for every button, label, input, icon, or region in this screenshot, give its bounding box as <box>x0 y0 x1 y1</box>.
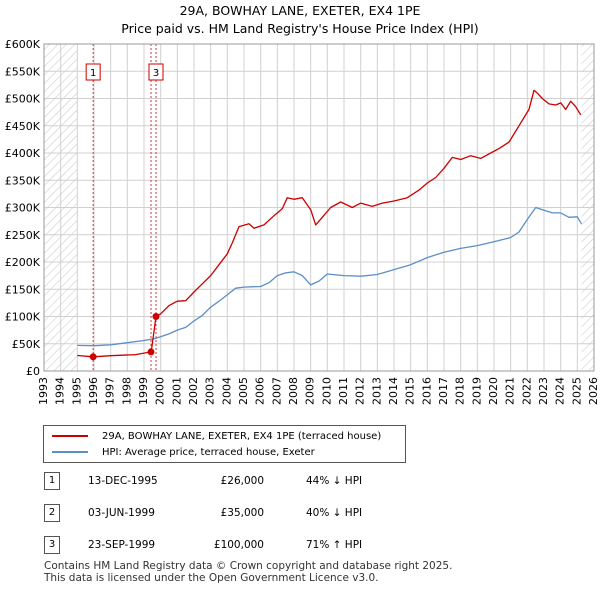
series-line <box>77 206 583 347</box>
y-tick-label: £50K <box>12 338 41 351</box>
sale-label-text: 3 <box>153 68 159 79</box>
y-tick-label: £200K <box>5 256 41 269</box>
sale-date: 03-JUN-1999 <box>88 507 155 519</box>
x-tick-label: 2007 <box>270 377 283 405</box>
sale-date: 13-DEC-1995 <box>88 475 158 487</box>
y-tick-label: £450K <box>5 120 41 133</box>
y-tick-label: £0 <box>26 365 40 378</box>
sale-point <box>152 313 160 320</box>
x-tick-label: 2026 <box>587 377 600 405</box>
y-tick-label: £600K <box>5 38 41 51</box>
y-axis-ticks: £0 £50K £100K £150K £200K £250K £300K £350K £400… <box>5 38 41 378</box>
x-tick-label: 2004 <box>220 377 233 405</box>
legend: 29A, BOWHAY LANE, EXETER, EX4 1PE (terra… <box>43 425 406 463</box>
x-tick-label: 2017 <box>437 377 450 405</box>
legend-label-property: 29A, BOWHAY LANE, EXETER, EX4 1PE (terra… <box>102 430 382 442</box>
chart-title: 29A, BOWHAY LANE, EXETER, EX4 1PE <box>179 3 421 18</box>
x-tick-label: 2002 <box>187 377 200 405</box>
sale-number: 2 <box>44 504 60 522</box>
sale-number: 3 <box>44 536 60 554</box>
footer-copyright: Contains HM Land Registry data © Crown c… <box>44 560 453 572</box>
sale-point <box>89 353 97 361</box>
sale-label-box <box>148 63 164 81</box>
x-tick-label: 1995 <box>70 377 83 405</box>
x-tick-label: 2003 <box>204 377 217 405</box>
x-tick-label: 2001 <box>170 377 183 405</box>
x-tick-label: 2020 <box>487 377 500 405</box>
x-axis-ticks: 1993 1994 1995 1996 1997 1998 1999 2000 2001 2002… <box>37 377 600 405</box>
sale-date: 23-SEP-1999 <box>88 539 156 551</box>
x-tick-label: 1998 <box>120 377 133 405</box>
y-tick-label: £300K <box>5 202 41 215</box>
x-tick-label: 2021 <box>504 377 517 405</box>
x-tick-label: 2013 <box>370 377 383 405</box>
footer-licence: This data is licensed under the Open Gov… <box>44 572 379 584</box>
x-tick-label: 2015 <box>404 377 417 405</box>
x-tick-label: 2011 <box>337 377 350 405</box>
sale-label-box <box>85 63 101 81</box>
x-tick-label: 2022 <box>520 377 533 405</box>
table-row: 3 23-SEP-1999 £100,000 71% ↑ HPI <box>44 536 444 556</box>
legend-label-hpi: HPI: Average price, terraced house, Exet… <box>102 446 315 458</box>
x-tick-label: 2025 <box>570 377 583 405</box>
x-tick-label: 2010 <box>320 377 333 405</box>
y-tick-label: £100K <box>5 311 41 324</box>
legend-swatch-hpi <box>52 451 88 453</box>
x-tick-label: 2009 <box>304 377 317 405</box>
sale-label-text: 1 <box>90 68 96 79</box>
x-tick-label: 2000 <box>154 377 167 405</box>
table-row: 2 03-JUN-1999 £35,000 40% ↓ HPI <box>44 504 444 524</box>
sale-number: 1 <box>44 472 60 490</box>
y-tick-label: £550K <box>5 65 41 78</box>
sale-hpi-comparison: 40% ↓ HPI <box>306 507 363 519</box>
x-tick-label: 2016 <box>420 377 433 405</box>
chart-subtitle: Price paid vs. HM Land Registry's House … <box>121 21 479 36</box>
y-tick-label: £250K <box>5 229 41 242</box>
sale-price: £35,000 <box>220 507 264 519</box>
y-tick-label: £500K <box>5 93 41 106</box>
table-row: 1 13-DEC-1995 £26,000 44% ↓ HPI <box>44 472 444 492</box>
plot-frame <box>43 43 595 372</box>
x-tick-label: 1996 <box>87 377 100 405</box>
sale-price: £100,000 <box>213 539 264 551</box>
x-tick-label: 2006 <box>254 377 267 405</box>
x-tick-label: 1994 <box>54 377 67 405</box>
x-tick-label: 1993 <box>37 377 50 405</box>
x-tick-label: 2019 <box>470 377 483 405</box>
legend-swatch-property <box>52 435 88 437</box>
sale-hpi-comparison: 71% ↑ HPI <box>306 539 363 551</box>
legend-item-property: 29A, BOWHAY LANE, EXETER, EX4 1PE (terra… <box>52 429 381 443</box>
x-tick-label: 2024 <box>554 377 567 405</box>
footer: Contains HM Land Registry data © Crown c… <box>44 560 452 584</box>
series-line <box>77 89 582 358</box>
x-tick-label: 1999 <box>137 377 150 405</box>
y-tick-label: £400K <box>5 147 41 160</box>
x-tick-label: 2018 <box>454 377 467 405</box>
legend-item-hpi: HPI: Average price, terraced house, Exet… <box>52 445 315 459</box>
y-tick-label: £350K <box>5 174 41 187</box>
sale-hpi-comparison: 44% ↓ HPI <box>306 475 363 487</box>
y-tick-label: £150K <box>5 283 41 296</box>
sale-point <box>147 348 155 356</box>
series-lines <box>77 89 583 358</box>
x-tick-label: 2012 <box>354 377 367 405</box>
x-tick-label: 2008 <box>287 377 300 405</box>
x-tick-label: 2014 <box>387 377 400 405</box>
x-tick-label: 2005 <box>237 377 250 405</box>
x-tick-label: 1997 <box>104 377 117 405</box>
sale-points <box>89 313 160 361</box>
sale-price: £26,000 <box>220 475 264 487</box>
x-tick-label: 2023 <box>537 377 550 405</box>
